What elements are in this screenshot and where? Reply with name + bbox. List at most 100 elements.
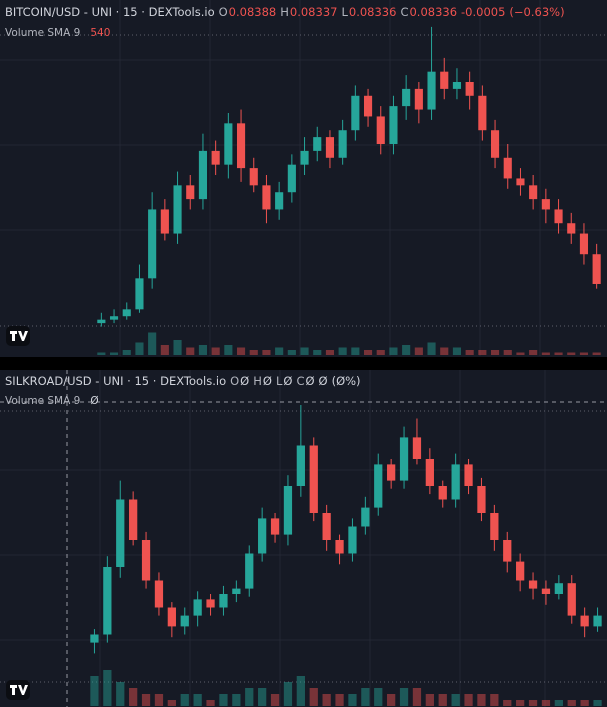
indicator-name: Volume SMA 9 bbox=[5, 395, 81, 407]
volume-bar bbox=[438, 694, 447, 706]
candle-body bbox=[412, 437, 422, 459]
ohlc-label: O bbox=[218, 5, 228, 19]
ohlc-label: C bbox=[296, 374, 305, 388]
volume-bar bbox=[351, 347, 360, 355]
candle-body bbox=[579, 233, 589, 255]
candle-body bbox=[186, 185, 195, 200]
volume-bar bbox=[425, 694, 434, 706]
candle-body bbox=[275, 192, 284, 210]
indicator-value: 540 bbox=[90, 27, 111, 39]
candle-body bbox=[503, 157, 512, 179]
volume-bar bbox=[427, 342, 436, 355]
candle-body bbox=[399, 437, 409, 481]
candle-body bbox=[325, 137, 335, 158]
ohlc-label: L bbox=[341, 5, 348, 19]
volume-bar bbox=[592, 352, 601, 355]
candle-body bbox=[224, 123, 233, 165]
volume-bar bbox=[387, 694, 396, 706]
volume-bar bbox=[580, 700, 589, 706]
candle-body bbox=[376, 116, 385, 144]
volume-bar bbox=[376, 350, 385, 355]
volume-bar bbox=[503, 700, 512, 706]
candle-body bbox=[338, 130, 347, 158]
candle-body bbox=[90, 634, 99, 643]
candle-body bbox=[309, 445, 318, 513]
candle-body bbox=[541, 199, 550, 210]
candle-body bbox=[245, 553, 254, 589]
volume-bar bbox=[567, 352, 576, 355]
volume-bar bbox=[219, 694, 228, 706]
volume-bar bbox=[258, 688, 267, 706]
candle-body bbox=[173, 185, 182, 234]
candle-body bbox=[387, 464, 396, 481]
volume-bar bbox=[335, 694, 344, 706]
volume-bar bbox=[528, 700, 538, 706]
volume-bar bbox=[103, 670, 112, 706]
volume-bar bbox=[232, 694, 241, 706]
ohlc-label: H bbox=[280, 5, 289, 19]
candle-body bbox=[363, 95, 373, 117]
candle-body bbox=[148, 209, 157, 279]
candle-body bbox=[592, 254, 601, 284]
volume-bar bbox=[300, 347, 309, 355]
ohlc-value: Ø bbox=[305, 374, 315, 388]
ohlc-label: H bbox=[253, 374, 262, 388]
volume-bar bbox=[296, 676, 305, 706]
candle-body bbox=[490, 513, 499, 540]
volume-bar bbox=[399, 688, 409, 706]
volume-bar bbox=[206, 700, 215, 706]
candle-body bbox=[109, 316, 119, 320]
volume-bar bbox=[270, 694, 280, 706]
candle-body bbox=[287, 164, 296, 193]
change: Ø bbox=[318, 374, 328, 388]
volume-bar bbox=[451, 694, 460, 706]
ohlc-label: C bbox=[400, 5, 409, 19]
candle-body bbox=[249, 168, 258, 186]
candle-body bbox=[167, 607, 176, 627]
chart-header: SILKROAD/USD - UNI · 15 · DEXTools.io OØ H… bbox=[5, 374, 365, 388]
ohlc-value: 0.08388 bbox=[228, 5, 277, 19]
candle-body bbox=[529, 185, 538, 200]
indicator-name: Volume SMA 9 bbox=[5, 27, 81, 39]
change: -0.0005 bbox=[461, 5, 506, 19]
volume-bar bbox=[374, 688, 383, 706]
candle-body bbox=[300, 150, 309, 165]
candle-body bbox=[389, 106, 398, 144]
volume-bar bbox=[363, 350, 373, 355]
candle-body bbox=[374, 464, 383, 508]
volume-bar bbox=[109, 352, 119, 355]
candle-body bbox=[211, 150, 220, 165]
volume-bar bbox=[148, 332, 157, 355]
candle-body bbox=[103, 567, 112, 635]
volume-bar bbox=[283, 682, 293, 706]
volume-bar bbox=[198, 345, 208, 355]
volume-bar bbox=[309, 688, 318, 706]
volume-bar bbox=[361, 688, 370, 706]
panel-bg bbox=[0, 370, 607, 707]
volume-bar bbox=[579, 352, 589, 355]
candle-body bbox=[351, 95, 360, 131]
volume-bar bbox=[503, 350, 512, 355]
candle-body bbox=[440, 71, 449, 89]
panel-bg bbox=[0, 0, 607, 357]
candle-body bbox=[541, 588, 551, 594]
ohlc-value: 0.08336 bbox=[348, 5, 397, 19]
volume-bar bbox=[141, 694, 151, 706]
volume-bar bbox=[490, 350, 500, 355]
volume-bar bbox=[245, 688, 254, 706]
tv-logo bbox=[6, 326, 30, 700]
volume-bar bbox=[554, 352, 563, 355]
change-pct: (−0.63%) bbox=[509, 5, 565, 19]
candle-body bbox=[141, 540, 151, 581]
chart-header: BITCOIN/USD - UNI · 15 · DEXTools.io O0.0… bbox=[5, 5, 569, 19]
volume-bar bbox=[224, 345, 233, 355]
candle-body bbox=[402, 88, 411, 107]
candle-body bbox=[490, 130, 500, 158]
candle-body bbox=[554, 583, 563, 594]
ohlc-value: 0.08337 bbox=[289, 5, 338, 19]
ohlc-label: L bbox=[275, 374, 283, 388]
volume-bar bbox=[90, 676, 99, 706]
volume-bar bbox=[236, 347, 246, 355]
